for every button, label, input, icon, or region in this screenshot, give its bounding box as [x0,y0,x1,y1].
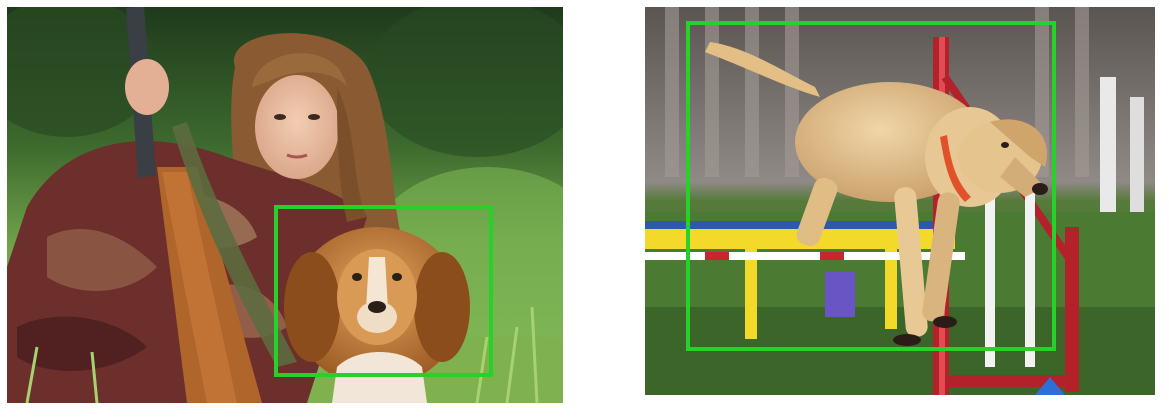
photo-dog-agility-jump-illustration [645,7,1155,395]
photo-girl-with-dog [7,7,563,403]
bounding-box-dog [274,205,493,377]
photo-dog-agility-jump [645,7,1155,395]
bounding-box-dog [686,21,1056,351]
